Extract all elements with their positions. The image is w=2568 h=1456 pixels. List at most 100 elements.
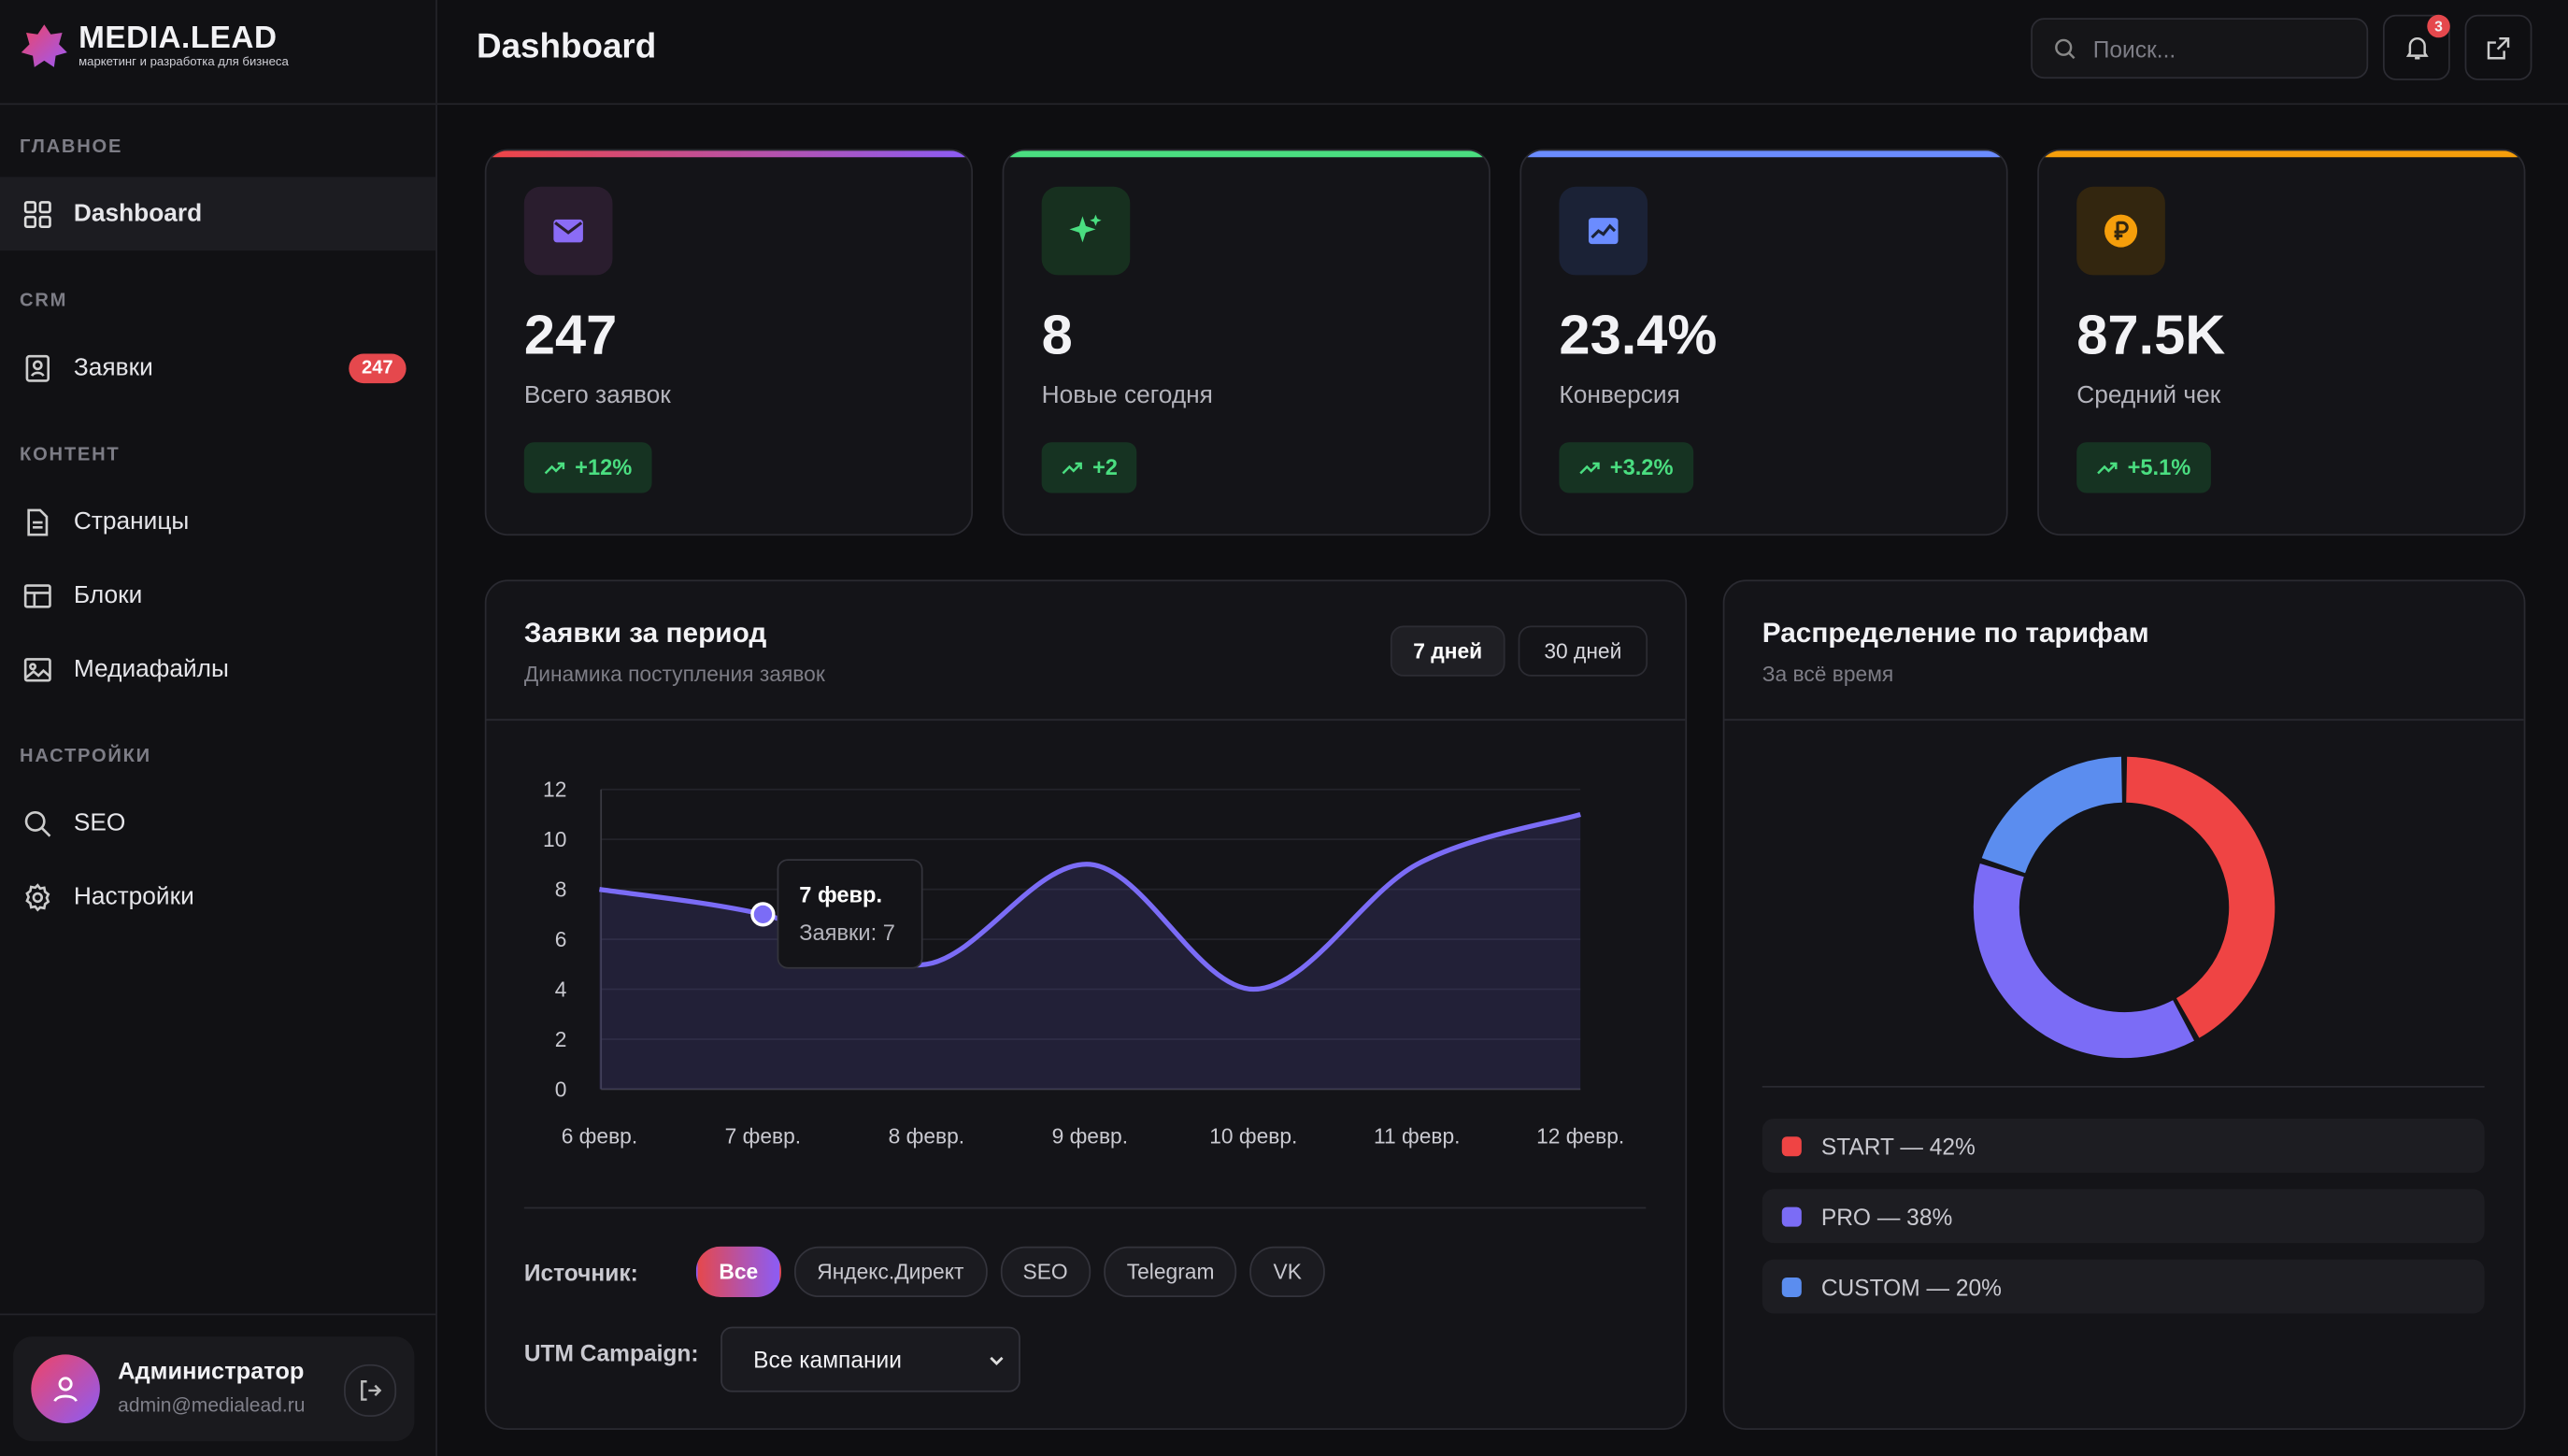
change-text: +3.2% (1609, 455, 1674, 480)
legend-item: PRO — 38% (1762, 1189, 2485, 1244)
divider (0, 1313, 436, 1316)
header: Dashboard Поиск... 3 (436, 0, 2568, 106)
stat-change: +5.1% (2076, 442, 2211, 493)
avatar (31, 1354, 100, 1423)
open-site-button[interactable] (2464, 14, 2532, 80)
notifications-button[interactable] (2382, 14, 2450, 80)
nav-item[interactable]: Страницы (0, 485, 435, 559)
stat-label: Средний чек (2076, 381, 2221, 410)
nav-section: ГЛАВНОЕ (20, 137, 123, 158)
nav-item[interactable]: Настройки (0, 860, 435, 934)
line-chart-card: Заявки за период Динамика поступления за… (484, 579, 1688, 1430)
legend-label: PRO — 38% (1820, 1203, 1953, 1230)
filter-label: UTM Campaign: (523, 1339, 699, 1366)
user-email: admin@medialead.ru (118, 1393, 306, 1417)
stat-value: 87.5K (2076, 304, 2226, 367)
sidebar: MEDIA.LEAD маркетинг и разработка для би… (0, 0, 437, 1456)
icon (24, 810, 51, 836)
nav-label: Настройки (73, 882, 194, 911)
legend-item: START — 42% (1762, 1118, 2485, 1173)
brand-tagline: маркетинг и разработка для бизнеса (78, 53, 289, 69)
stat-value: 247 (523, 304, 618, 367)
source-filter[interactable]: Telegram (1104, 1246, 1237, 1298)
stat-label: Конверсия (1559, 381, 1680, 410)
stat-card: 247 Всего заявок +12% (484, 149, 974, 536)
stat-label: Всего заявок (523, 381, 671, 410)
accent-bar (1521, 150, 2006, 158)
change-text: +2 (1091, 455, 1118, 480)
legend-swatch (1781, 1206, 1802, 1226)
chart-title: Заявки за период (523, 617, 767, 649)
nav-item[interactable]: Dashboard (0, 177, 436, 251)
legend-label: CUSTOM — 20% (1820, 1273, 2003, 1300)
stat-change: +12% (523, 442, 652, 493)
range-button[interactable]: 7 дней (1390, 625, 1505, 677)
icon (23, 657, 51, 681)
stat-icon (1041, 186, 1131, 276)
source-filter[interactable]: VK (1249, 1246, 1325, 1298)
chart-subtitle: За всё время (1762, 662, 1894, 687)
range-button[interactable]: 30 дней (1518, 625, 1648, 677)
search-box[interactable]: Поиск... (2031, 18, 2369, 79)
icon (27, 507, 49, 535)
nav-label: SEO (73, 808, 126, 837)
nav-label: Блоки (73, 581, 143, 609)
divider (0, 103, 436, 106)
icon (23, 200, 51, 228)
accent-bar (2038, 150, 2524, 158)
accent-bar (486, 150, 972, 158)
search-placeholder: Поиск... (2092, 35, 2176, 62)
icon (25, 882, 50, 911)
nav-label: Медиафайлы (73, 655, 229, 683)
stat-icon (1559, 186, 1648, 276)
filter-label: Источник: (523, 1259, 638, 1286)
stat-icon (2076, 186, 2165, 276)
icon (25, 353, 50, 381)
logo-icon (21, 24, 67, 67)
accent-bar (1004, 150, 1490, 158)
divider (1724, 719, 2524, 721)
source-filters: Все Яндекс.Директ SEO Telegram VK (695, 1246, 1325, 1298)
source-filter[interactable]: Яндекс.Директ (793, 1246, 987, 1298)
chart-title: Распределение по тарифам (1762, 617, 2149, 649)
nav-label: Dashboard (73, 199, 203, 228)
nav-section: КОНТЕНТ (20, 445, 121, 465)
select-value: Все кампании (753, 1346, 902, 1373)
nav-item[interactable]: SEO (0, 786, 435, 860)
change-text: +5.1% (2127, 455, 2191, 480)
nav-section: НАСТРОЙКИ (20, 747, 151, 767)
notification-badge: 3 (2427, 14, 2450, 38)
stat-card: 8 Новые сегодня +2 (1002, 149, 1491, 536)
logout-button[interactable] (344, 1363, 397, 1417)
stat-label: Новые сегодня (1041, 381, 1213, 410)
stat-change: +2 (1041, 442, 1137, 493)
nav-item[interactable]: Блоки (0, 559, 435, 633)
utm-select[interactable]: Все кампании (720, 1326, 1020, 1392)
legend-item: CUSTOM — 20% (1762, 1259, 2485, 1314)
change-text: +12% (575, 455, 633, 480)
legend-swatch (1781, 1277, 1802, 1297)
nav-item[interactable]: Медиафайлы (0, 632, 435, 706)
user-card: Администратор admin@medialead.ru (13, 1336, 415, 1442)
stat-icon (523, 186, 613, 276)
divider (1762, 1085, 2485, 1088)
nav-badge: 247 (348, 352, 407, 383)
nav-section: CRM (20, 291, 68, 311)
divider (486, 719, 1686, 721)
divider (523, 1206, 1647, 1209)
page-title: Dashboard (476, 27, 657, 66)
nav-label: Страницы (73, 507, 190, 536)
legend-swatch (1781, 1135, 1802, 1156)
chart-subtitle: Динамика поступления заявок (523, 662, 825, 687)
stat-value: 23.4% (1559, 304, 1718, 367)
user-name: Администратор (118, 1359, 305, 1386)
legend-label: START — 42% (1820, 1132, 1976, 1159)
stat-value: 8 (1041, 304, 1073, 367)
nav-item[interactable]: Заявки 247 (0, 331, 435, 405)
source-filter[interactable]: Все (695, 1246, 781, 1298)
source-filter[interactable]: SEO (999, 1246, 1091, 1298)
brand-name: MEDIA.LEAD (78, 21, 278, 56)
donut-chart-card: Распределение по тарифам За всё время ST… (1722, 579, 2526, 1430)
